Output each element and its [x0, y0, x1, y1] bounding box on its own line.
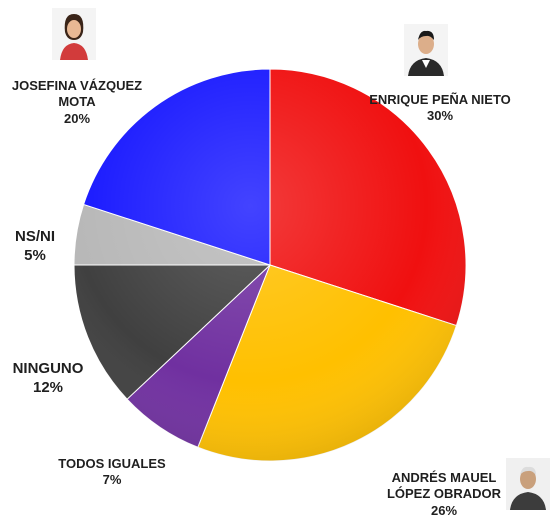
label-amlo-name-2: LÓPEZ OBRADOR — [386, 486, 502, 502]
label-josefina: JOSEFINA VÁZQUEZ MOTA 20% — [8, 78, 146, 127]
label-nsni-pct: 5% — [24, 246, 46, 264]
woman-portrait-icon — [52, 8, 96, 60]
label-ninguno-name: NINGUNO — [12, 360, 84, 377]
amlo-photo — [506, 458, 550, 510]
label-amlo: ANDRÉS MAUEL LÓPEZ OBRADOR 26% — [384, 470, 504, 519]
label-pena: ENRIQUE PEÑA NIETO 30% — [364, 92, 516, 125]
pena-photo — [404, 24, 448, 76]
label-nsni-name: NS/NI — [14, 228, 55, 245]
label-pena-pct: 30% — [426, 108, 454, 124]
label-todos-pct: 7% — [102, 472, 122, 488]
man-portrait-icon — [404, 24, 448, 76]
label-nsni: NS/NI 5% — [2, 228, 68, 266]
label-josefina-name-1: JOSEFINA VÁZQUEZ — [11, 78, 143, 93]
label-todos: TODOS IGUALES 7% — [42, 456, 182, 489]
josefina-photo — [52, 8, 96, 60]
label-pena-name: ENRIQUE PEÑA NIETO — [369, 92, 511, 107]
man-portrait-icon — [506, 458, 550, 510]
label-ninguno-pct: 12% — [32, 378, 64, 396]
label-amlo-pct: 26% — [430, 502, 458, 518]
label-amlo-name-1: ANDRÉS MAUEL — [391, 470, 497, 485]
label-josefina-name-2: MOTA — [58, 94, 96, 110]
label-ninguno: NINGUNO 12% — [0, 360, 96, 398]
label-josefina-pct: 20% — [63, 110, 91, 126]
label-todos-name: TODOS IGUALES — [58, 456, 166, 471]
